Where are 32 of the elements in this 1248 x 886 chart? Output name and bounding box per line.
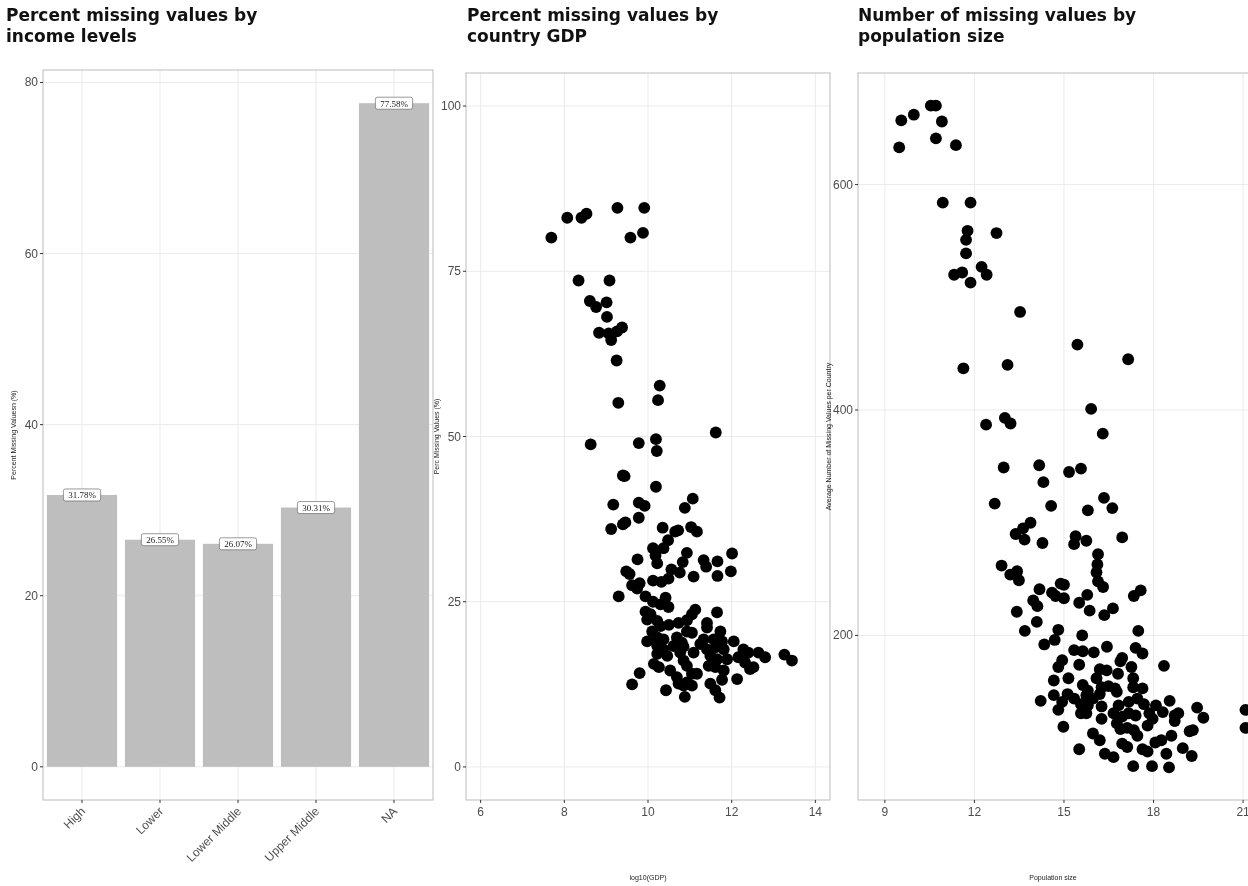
y-tick-label: 75 bbox=[447, 264, 462, 279]
y-tick-label: 0 bbox=[454, 759, 462, 774]
data-label: 31.78% bbox=[68, 490, 97, 501]
x-tick-label: 14 bbox=[808, 805, 823, 819]
x-tick-label: 15 bbox=[1057, 805, 1071, 819]
x-tick-label: 18 bbox=[1146, 805, 1161, 819]
y-tick-label: 0 bbox=[31, 759, 39, 774]
x-tick-label: 12 bbox=[967, 805, 982, 819]
x-tick-label: 12 bbox=[725, 805, 739, 819]
y-tick-label: 40 bbox=[24, 417, 39, 432]
y-tick-label: 60 bbox=[24, 246, 39, 261]
x-tick-label: 9 bbox=[881, 805, 889, 819]
chart-title: Percent missing values by country GDP bbox=[467, 5, 719, 46]
chart-title: Percent missing values by income levels bbox=[6, 5, 258, 46]
y-tick-label: 80 bbox=[24, 75, 39, 90]
y-tick-label: 100 bbox=[440, 99, 462, 114]
y-tick-label: 400 bbox=[832, 403, 854, 418]
x-tick-label: NA bbox=[378, 804, 401, 826]
x-tick-label: 8 bbox=[560, 805, 568, 819]
data-label: 26.55% bbox=[146, 535, 175, 546]
data-label: 30.31% bbox=[302, 503, 331, 514]
chart-title: Number of missing values by population size bbox=[858, 5, 1137, 46]
y-tick-label: 200 bbox=[832, 628, 854, 643]
y-tick-label: 600 bbox=[832, 177, 854, 192]
x-tick-label: 10 bbox=[641, 805, 655, 819]
x-tick-label: High bbox=[60, 804, 89, 832]
y-tick-label: 20 bbox=[24, 588, 39, 603]
data-label: 26.07% bbox=[224, 539, 253, 550]
y-tick-label: 25 bbox=[447, 594, 462, 609]
x-tick-label: 6 bbox=[477, 805, 485, 819]
y-tick-label: 50 bbox=[447, 429, 462, 444]
data-label: 77.58% bbox=[380, 98, 409, 109]
